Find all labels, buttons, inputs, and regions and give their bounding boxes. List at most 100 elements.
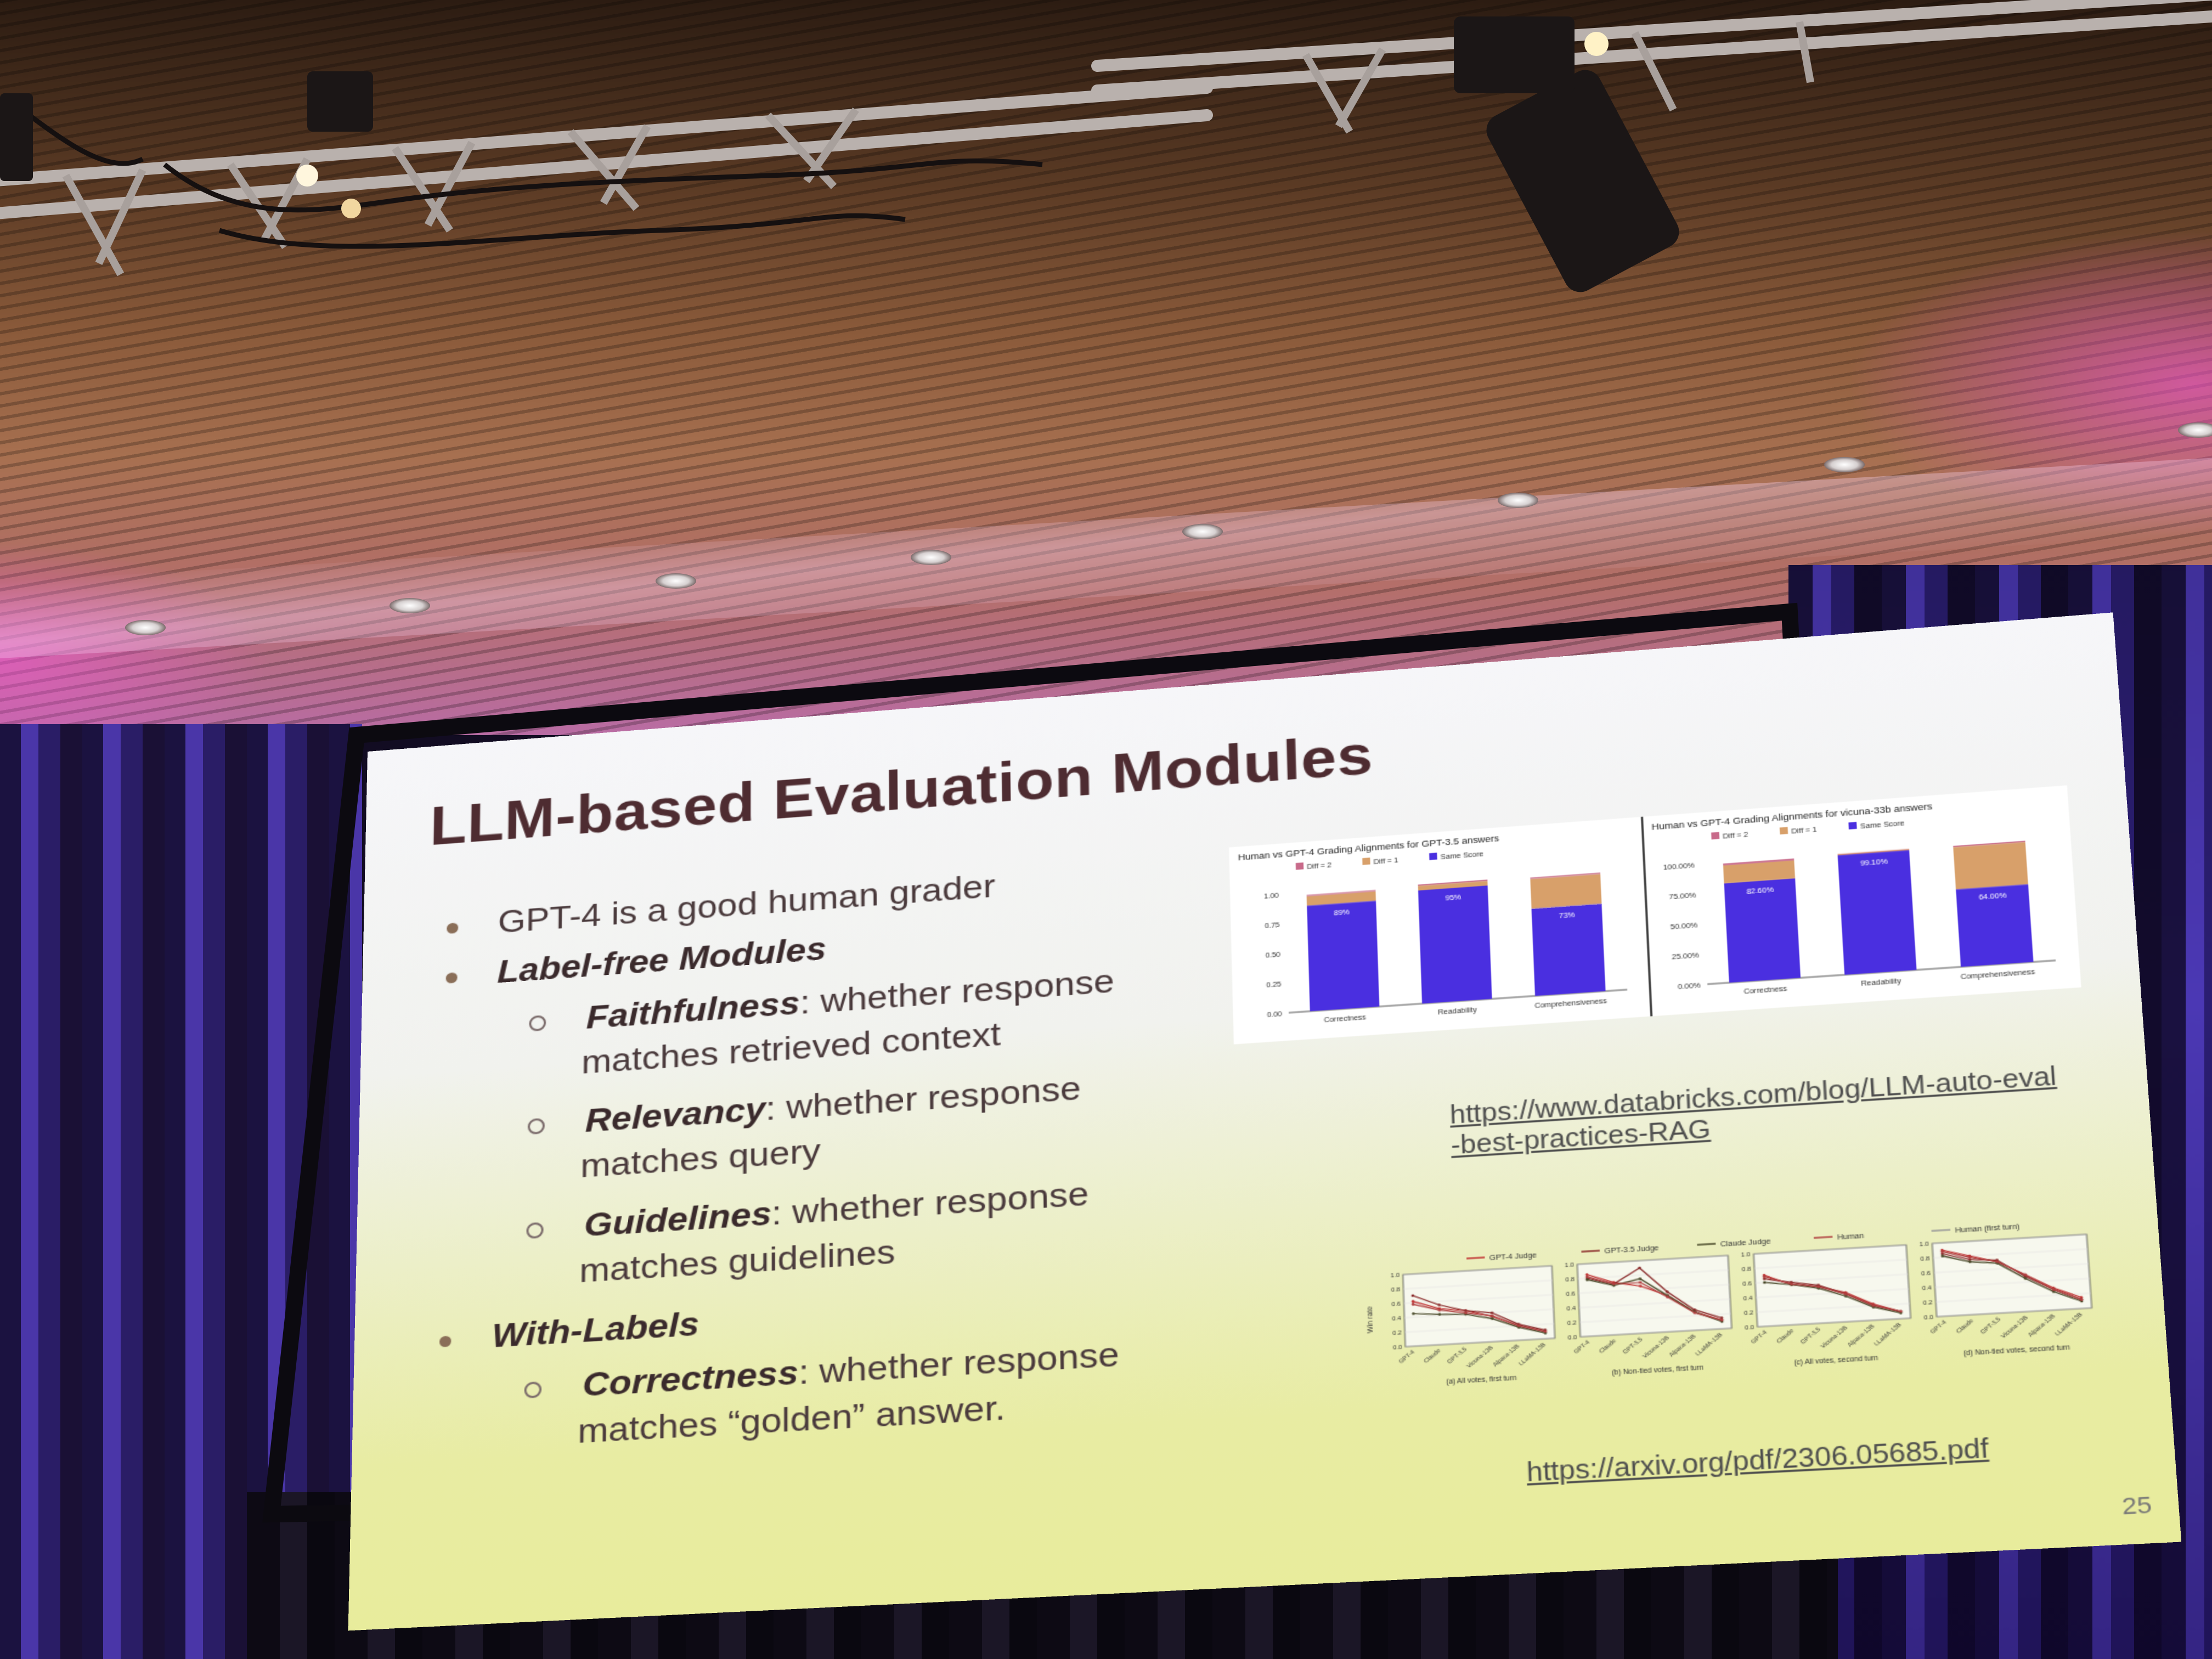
line-chart-subplots: Win rate0.00.20.40.60.81.0GPT-4 Claude GPT…: [1364, 1232, 2095, 1390]
x-tick-label: Claude: [1775, 1328, 1796, 1345]
y-tick-label: 0.6: [1921, 1270, 1931, 1277]
x-tick-label: Alpaca-13B: [1492, 1343, 1521, 1368]
subplot-frame: [1403, 1266, 1555, 1346]
x-tick-label: Vicuna-13B: [2000, 1314, 2029, 1340]
arxiv-paper-link[interactable]: https://arxiv.org/pdf/2306.05685.pdf: [1526, 1433, 1990, 1489]
x-tick-label: GPT-3.5: [1799, 1326, 1822, 1346]
legend-line: [1814, 1237, 1832, 1238]
lighting-truss: [0, 0, 2212, 307]
legend-label: GPT-3.5 Judge: [1604, 1244, 1659, 1255]
x-tick-label: LLaMA-13B: [2053, 1311, 2084, 1337]
legend-swatch: [1362, 857, 1370, 865]
legend-swatch: [1848, 822, 1857, 830]
y-tick-label: 0.6: [1742, 1280, 1752, 1288]
legend-swatch: [1429, 853, 1437, 860]
x-tick-label: Alpaca-13B: [1668, 1333, 1697, 1358]
x-tick-label: GPT-4: [1929, 1319, 1948, 1335]
bar-data-label: 73%: [1559, 911, 1575, 921]
x-tick-label: Alpaca-13B: [1846, 1323, 1876, 1348]
bar-same-score: [1307, 901, 1379, 1012]
bullet-with-labels: With-Labels: [439, 1302, 699, 1361]
bar-same-score: [1418, 885, 1492, 1003]
legend-line: [1581, 1251, 1600, 1252]
y-tick-label: 0.2: [1744, 1310, 1753, 1317]
y-tick-label: 1.0: [1565, 1262, 1574, 1269]
y-tick-label: 0.0: [1745, 1324, 1754, 1331]
bar-data-label: 95%: [1445, 893, 1461, 902]
grading-alignment-bar-charts: Human vs GPT-4 Grading Alignments for GP…: [1229, 785, 2081, 1044]
recessed-downlight-3: [656, 573, 696, 589]
y-tick-label: 1.0: [1920, 1241, 1929, 1248]
y-tick-label: 0.6: [1566, 1291, 1576, 1298]
x-tick-label: Alpaca-13B: [2027, 1313, 2057, 1339]
y-tick-label: 0.8: [1742, 1266, 1751, 1273]
x-tick-label: GPT-3.5: [1446, 1346, 1469, 1365]
legend-label: GPT-4 Judge: [1489, 1251, 1537, 1262]
x-tick-label: Claude: [1423, 1347, 1442, 1364]
legend-label: Claude Judge: [1720, 1237, 1771, 1249]
subplot-frame: [1577, 1255, 1731, 1336]
recessed-downlight-2: [390, 598, 430, 613]
x-tick-label: GPT-3.5: [1979, 1316, 2002, 1336]
y-tick-label: 0.4: [1392, 1316, 1402, 1323]
bar-diff-1: [1953, 842, 2028, 889]
legend-line: [1932, 1230, 1950, 1231]
y-tick-label: 0.4: [1567, 1305, 1576, 1312]
legend-label: Human (first turn): [1955, 1222, 2019, 1234]
y-tick-label: 0.2: [1923, 1300, 1932, 1307]
recessed-downlight-7: [1824, 457, 1865, 472]
recessed-downlight-1: [125, 620, 166, 635]
recessed-downlight-4: [911, 550, 951, 565]
subplot-caption: (c) All votes, second turn: [1794, 1355, 1878, 1367]
y-tick-label: 0.25: [1266, 980, 1282, 989]
bullet-dot: [439, 1335, 452, 1347]
x-tick-label: Vicuna-13B: [1465, 1345, 1494, 1370]
bullet-dot: [446, 972, 458, 983]
win-rate-line-charts: GPT-4 Judge GPT-3.5 Judge Claude Judge Huma…: [1364, 1214, 2120, 1413]
x-tick-label: Claude: [1598, 1338, 1617, 1355]
y-tick-label: 0.8: [1920, 1256, 1929, 1263]
y-tick-label: 0.0: [1924, 1314, 1933, 1322]
sub-bullet-circle: [524, 1381, 542, 1398]
y-tick-label: 0.6: [1392, 1301, 1401, 1308]
subplot-frame: [1754, 1245, 1911, 1327]
bar-diff-1: [1530, 874, 1601, 909]
sub-bullet-circle: [528, 1118, 545, 1135]
legend-swatch: [1780, 827, 1788, 834]
bar-data-label: 89%: [1334, 908, 1350, 917]
legend-line: [1466, 1257, 1485, 1259]
x-tick-label: Vicuna-13B: [1641, 1335, 1671, 1360]
x-tick-label: GPT-3.5: [1622, 1336, 1644, 1356]
y-tick-label: 0.75: [1265, 921, 1280, 930]
x-tick-label: LLaMA-13B: [1872, 1322, 1903, 1347]
y-tick-label: 0.8: [1391, 1286, 1400, 1294]
subplot-caption: (a) All votes, first turn: [1446, 1375, 1517, 1386]
presentation-slide: LLM-based Evaluation Modules GPT-4 is a …: [348, 612, 2182, 1630]
recessed-downlight-5: [1182, 524, 1223, 539]
subplot-caption: (d) Non-tied votes, second turn: [1963, 1344, 2070, 1357]
slide-page-number: 25: [2121, 1491, 2153, 1521]
y-tick-label: 0.8: [1566, 1276, 1575, 1283]
subplot-caption: (b) Non-tied votes, first turn: [1612, 1364, 1704, 1376]
bullet-dot: [447, 922, 458, 934]
databricks-blog-link[interactable]: https://www.databricks.com/blog/LLM-auto…: [1449, 1061, 2060, 1161]
x-tick-label: GPT-4: [1398, 1348, 1417, 1365]
y-tick-label: 0.00: [1267, 1010, 1282, 1019]
slide-title: LLM-based Evaluation Modules: [430, 722, 1374, 859]
y-axis-label: Win rate: [1365, 1306, 1375, 1334]
y-tick-label: 0.50: [1265, 951, 1280, 960]
x-tick-label: Claude: [1955, 1317, 1975, 1335]
recessed-downlight-6: [1498, 493, 1538, 508]
x-tick-label: LLaMA-13B: [1694, 1331, 1724, 1357]
legend-swatch: [1711, 832, 1719, 839]
y-tick-label: 1.00: [1263, 891, 1279, 900]
y-tick-label: 0.4: [1743, 1295, 1753, 1302]
y-tick-label: 0.0: [1393, 1344, 1402, 1351]
subplot-frame: [1932, 1234, 2092, 1317]
bar-same-score: [1838, 850, 1917, 975]
y-tick-label: 0.4: [1922, 1285, 1932, 1292]
legend-label: Human: [1837, 1232, 1864, 1242]
x-tick-label: GPT-4: [1573, 1339, 1592, 1355]
y-tick-label: 0.2: [1392, 1330, 1401, 1337]
y-tick-label: 0.0: [1568, 1334, 1577, 1341]
